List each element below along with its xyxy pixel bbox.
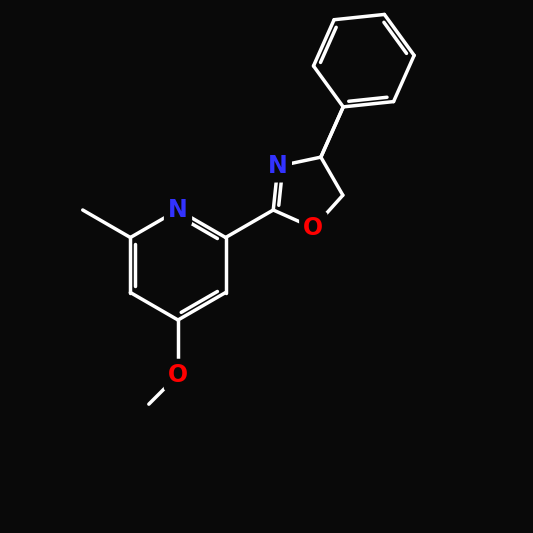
Text: O: O bbox=[168, 363, 188, 387]
Text: O: O bbox=[303, 216, 324, 240]
Text: N: N bbox=[168, 198, 188, 222]
Text: N: N bbox=[268, 154, 288, 178]
